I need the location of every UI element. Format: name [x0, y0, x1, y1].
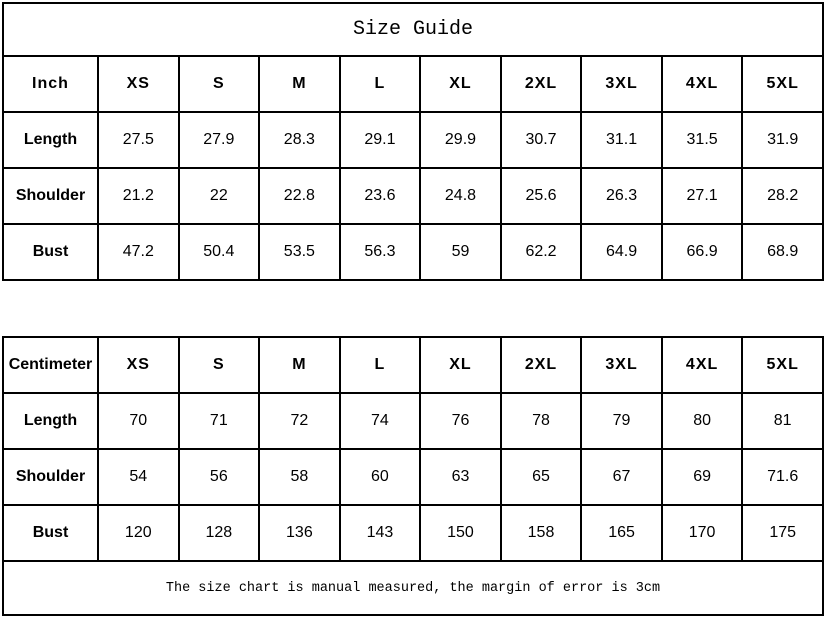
size-col-header: 4XL — [660, 55, 744, 113]
size-col-header: 2XL — [499, 55, 583, 113]
size-col-header: XL — [419, 336, 502, 394]
size-value-cell: 170 — [660, 504, 744, 562]
size-value-cell: 54 — [97, 448, 180, 506]
size-value-cell: 71.6 — [741, 448, 824, 506]
size-value-cell: 26.3 — [580, 167, 663, 225]
size-value-cell: 136 — [258, 504, 341, 562]
size-value-cell: 47.2 — [97, 223, 180, 281]
size-value-cell: 65 — [499, 448, 583, 506]
size-col-header: M — [258, 336, 341, 394]
size-value-cell: 69 — [660, 448, 744, 506]
size-value-cell: 158 — [499, 504, 583, 562]
size-value-cell: 30.7 — [499, 111, 583, 169]
size-value-cell: 29.1 — [338, 111, 422, 169]
table-row: Shoulder 21.2 22 22.8 23.6 24.8 25.6 26.… — [2, 167, 824, 225]
size-value-cell: 27.5 — [97, 111, 180, 169]
size-col-header: 3XL — [580, 55, 663, 113]
size-value-cell: 67 — [580, 448, 663, 506]
size-value-cell: 31.1 — [580, 111, 663, 169]
size-col-header: L — [338, 336, 422, 394]
size-value-cell: 74 — [338, 392, 422, 450]
size-value-cell: 120 — [97, 504, 180, 562]
size-col-header: XS — [97, 55, 180, 113]
size-value-cell: 150 — [419, 504, 502, 562]
size-col-header: L — [338, 55, 422, 113]
size-value-cell: 29.9 — [419, 111, 502, 169]
size-value-cell: 66.9 — [660, 223, 744, 281]
measure-row-label: Shoulder — [2, 448, 99, 506]
size-value-cell: 58 — [258, 448, 341, 506]
size-value-cell: 22.8 — [258, 167, 341, 225]
size-col-header: 4XL — [660, 336, 744, 394]
size-value-cell: 31.5 — [660, 111, 744, 169]
table-spacer — [2, 281, 824, 338]
size-value-cell: 71 — [177, 392, 261, 450]
inch-size-table: Inch XS S M L XL 2XL 3XL 4XL 5XL Length … — [2, 55, 824, 281]
size-value-cell: 53.5 — [258, 223, 341, 281]
measure-row-label: Bust — [2, 504, 99, 562]
size-value-cell: 27.9 — [177, 111, 261, 169]
size-value-cell: 59 — [419, 223, 502, 281]
size-value-cell: 81 — [741, 392, 824, 450]
size-value-cell: 28.2 — [741, 167, 824, 225]
table-row: Bust 120 128 136 143 150 158 165 170 175 — [2, 504, 824, 562]
size-value-cell: 64.9 — [580, 223, 663, 281]
size-col-header: S — [177, 55, 261, 113]
size-value-cell: 21.2 — [97, 167, 180, 225]
size-value-cell: 31.9 — [741, 111, 824, 169]
size-col-header: XL — [419, 55, 502, 113]
size-value-cell: 175 — [741, 504, 824, 562]
size-col-header: 2XL — [499, 336, 583, 394]
size-value-cell: 128 — [177, 504, 261, 562]
size-value-cell: 143 — [338, 504, 422, 562]
size-value-cell: 79 — [580, 392, 663, 450]
measure-row-label: Bust — [2, 223, 99, 281]
measure-row-label: Length — [2, 111, 99, 169]
size-value-cell: 63 — [419, 448, 502, 506]
size-value-cell: 78 — [499, 392, 583, 450]
table-row: Length 27.5 27.9 28.3 29.1 29.9 30.7 31.… — [2, 111, 824, 169]
size-value-cell: 24.8 — [419, 167, 502, 225]
size-value-cell: 68.9 — [741, 223, 824, 281]
size-value-cell: 165 — [580, 504, 663, 562]
measure-row-label: Shoulder — [2, 167, 99, 225]
size-value-cell: 70 — [97, 392, 180, 450]
size-col-header: M — [258, 55, 341, 113]
table-row: Length 70 71 72 74 76 78 79 80 81 — [2, 392, 824, 450]
unit-header-cell: Inch — [2, 55, 99, 113]
size-value-cell: 56 — [177, 448, 261, 506]
footer-note: The size chart is manual measured, the m… — [2, 560, 824, 616]
size-value-cell: 22 — [177, 167, 261, 225]
measure-row-label: Length — [2, 392, 99, 450]
size-value-cell: 62.2 — [499, 223, 583, 281]
table-header-row: Centimeter XS S M L XL 2XL 3XL 4XL 5XL — [2, 336, 824, 394]
table-header-row: Inch XS S M L XL 2XL 3XL 4XL 5XL — [2, 55, 824, 113]
table-row: Shoulder 54 56 58 60 63 65 67 69 71.6 — [2, 448, 824, 506]
size-value-cell: 28.3 — [258, 111, 341, 169]
size-value-cell: 23.6 — [338, 167, 422, 225]
size-value-cell: 27.1 — [660, 167, 744, 225]
size-value-cell: 25.6 — [499, 167, 583, 225]
size-col-header: 5XL — [741, 336, 824, 394]
size-value-cell: 60 — [338, 448, 422, 506]
page-title: Size Guide — [2, 2, 824, 57]
size-col-header: 5XL — [741, 55, 824, 113]
size-value-cell: 72 — [258, 392, 341, 450]
size-value-cell: 80 — [660, 392, 744, 450]
size-col-header: XS — [97, 336, 180, 394]
table-row: Bust 47.2 50.4 53.5 56.3 59 62.2 64.9 66… — [2, 223, 824, 281]
unit-header-cell: Centimeter — [2, 336, 99, 394]
size-col-header: 3XL — [580, 336, 663, 394]
size-value-cell: 76 — [419, 392, 502, 450]
size-value-cell: 50.4 — [177, 223, 261, 281]
centimeter-size-table: Centimeter XS S M L XL 2XL 3XL 4XL 5XL L… — [2, 336, 824, 562]
size-value-cell: 56.3 — [338, 223, 422, 281]
size-col-header: S — [177, 336, 261, 394]
